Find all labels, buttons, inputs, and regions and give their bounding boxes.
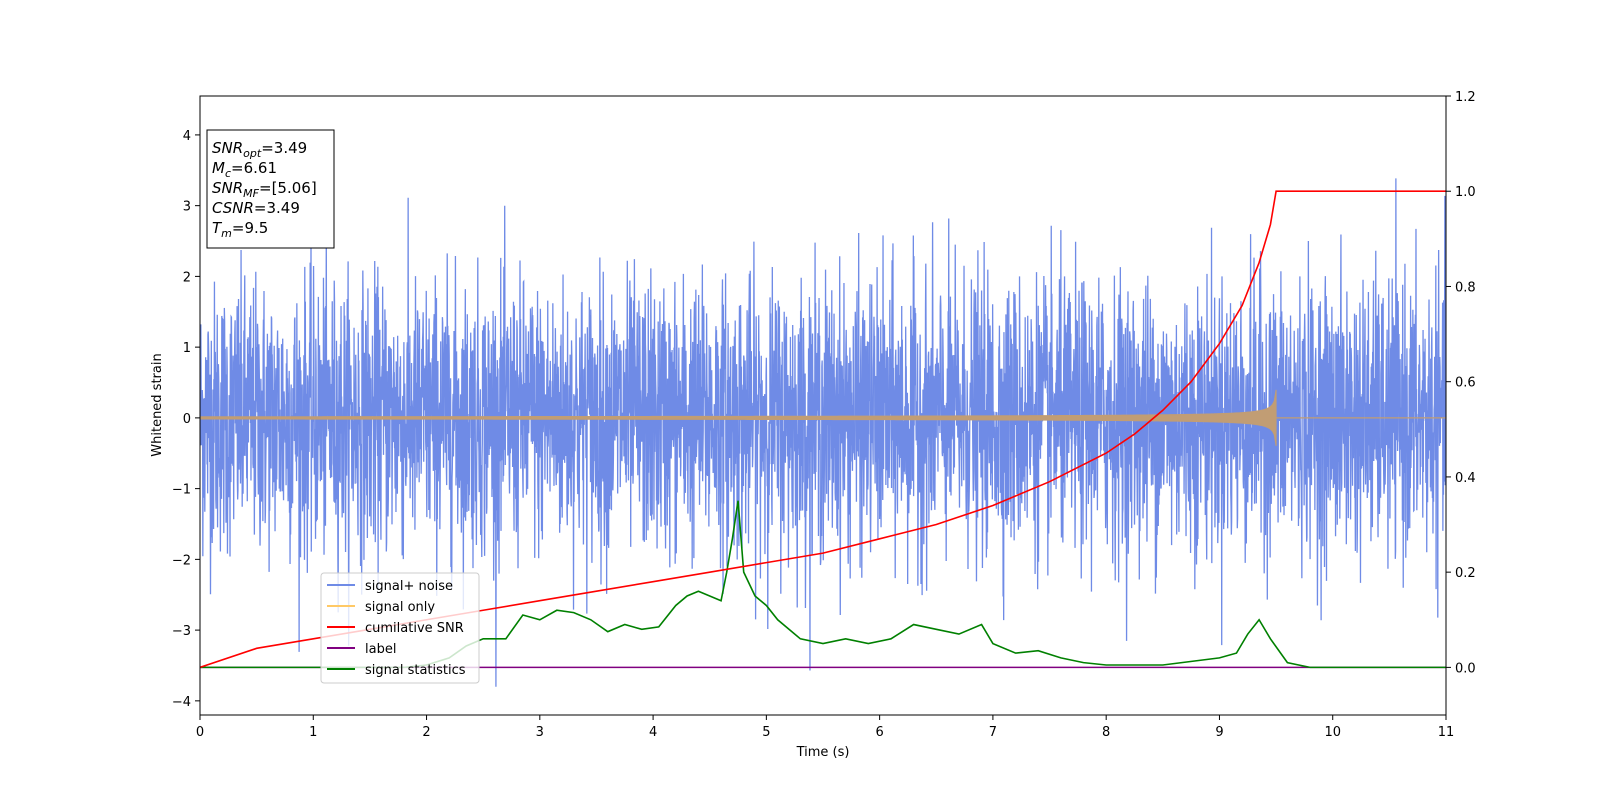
x-tick-label: 4: [649, 725, 657, 740]
x-tick-label: 10: [1324, 725, 1341, 740]
y-tick-label: 1: [183, 341, 191, 356]
annotation-line: SNRMF=[5.06]: [212, 179, 317, 200]
y-tick-label: 2: [183, 270, 191, 285]
plot-frame: [199, 95, 1447, 716]
y-tick-label: −4: [172, 695, 191, 710]
y-tick-label: −3: [172, 624, 191, 639]
legend-label: signal+ noise: [365, 579, 453, 594]
y-axis-label: Whitened strain: [150, 353, 165, 456]
annotation-line: SNRopt=3.49: [212, 139, 307, 160]
legend-label: cumilative SNR: [365, 621, 464, 636]
y2-tick-label: 1.2: [1455, 90, 1476, 105]
x-tick-label: 8: [1102, 725, 1110, 740]
axes: 0 1 2 3 4 5 6 7 8 9 10 11 −4 −3 −2 −1 0 1 2 3 4 0.0 0.2 0.4 0.6 0…: [172, 90, 1476, 740]
annotation-line: Mc=6.61: [212, 159, 277, 180]
y-tick-label: −1: [172, 483, 191, 498]
legend-label: signal only: [365, 600, 435, 615]
x-tick-label: 3: [536, 725, 544, 740]
y-tick-label: 3: [183, 200, 191, 215]
y2-tick-label: 0.6: [1455, 376, 1476, 391]
x-axis-label: Time (s): [796, 745, 850, 760]
y2-tick-label: 0.2: [1455, 566, 1476, 581]
series-signal-only: [200, 389, 1446, 446]
legend-frame: [320, 572, 480, 684]
annotation-frame: [206, 129, 335, 249]
y2-tick-label: 0.4: [1455, 471, 1476, 486]
x-tick-label: 9: [1215, 725, 1223, 740]
signal-statistics-line: [200, 500, 1446, 669]
legend-label: label: [365, 642, 396, 657]
legend: signal+ noise signal only cumilative SNR la…: [320, 572, 480, 684]
x-tick-label: 5: [762, 725, 770, 740]
x-tick-label: 2: [422, 725, 430, 740]
y2-tick-label: 0.8: [1455, 280, 1476, 295]
y-tick-label: 4: [183, 129, 191, 144]
x-tick-label: 1: [309, 725, 317, 740]
y-tick-label: 0: [183, 412, 191, 427]
x-tick-label: 6: [875, 725, 883, 740]
x-tick-label: 11: [1438, 725, 1455, 740]
y-tick-label: −2: [172, 553, 191, 568]
y2-tick-label: 1.0: [1455, 185, 1476, 200]
legend-label: signal statistics: [365, 663, 466, 678]
y2-tick-label: 0.0: [1455, 661, 1476, 676]
annotation-line: Tm=9.5: [212, 219, 268, 240]
x-tick-label: 0: [196, 725, 204, 740]
x-tick-label: 7: [989, 725, 997, 740]
annotation-line: CSNR=3.49: [212, 199, 300, 217]
